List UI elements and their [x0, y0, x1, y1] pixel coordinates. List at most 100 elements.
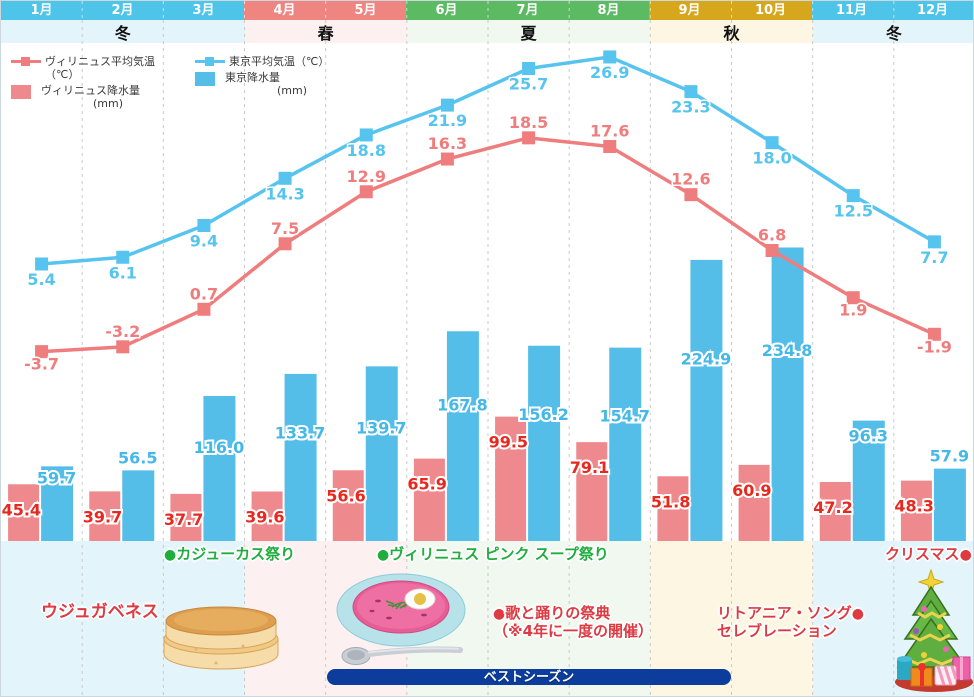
marker-vilnius-7	[522, 131, 536, 145]
green-dot-icon: ●	[377, 547, 390, 563]
legend-label: ヴィリニュス降水量	[41, 84, 140, 97]
green-dot-icon: ●	[164, 547, 177, 563]
month-header-6: 6月	[406, 1, 487, 20]
month-header-3: 3月	[163, 1, 244, 20]
bar-vilnius-precip-4	[251, 491, 283, 541]
bar-tokyo-precip-6	[446, 331, 479, 541]
festival-lithuania-song-label: リトアニア・ソング● セレブレーション	[717, 604, 864, 640]
month-header-1: 1月	[1, 1, 82, 20]
pancakes-illustration-icon	[163, 606, 279, 670]
marker-vilnius-4	[278, 237, 292, 251]
temp-label-vilnius-6: 16.3	[428, 134, 467, 153]
temp-label-vilnius-12: -1.9	[917, 337, 952, 356]
bar-vilnius-precip-3	[170, 493, 202, 541]
temp-label-tokyo-6: 21.9	[428, 111, 467, 130]
temp-label-vilnius-5: 12.9	[347, 167, 386, 186]
bar-label-vilnius-10: 60.9	[732, 481, 771, 500]
month-header-8: 8月	[568, 1, 649, 20]
month-header-4: 4月	[244, 1, 325, 20]
bar-vilnius-precip-10	[738, 464, 770, 541]
bar-label-vilnius-5: 56.6	[326, 486, 365, 505]
bar-label-vilnius-4: 39.6	[245, 508, 284, 527]
temp-label-tokyo-7: 25.7	[509, 75, 548, 94]
temp-label-vilnius-8: 17.6	[590, 122, 629, 141]
bar-label-vilnius-6: 65.9	[407, 475, 446, 494]
bar-label-vilnius-8: 79.1	[570, 458, 609, 477]
temp-label-vilnius-7: 18.5	[509, 113, 548, 132]
bar-label-tokyo-6: 167.8	[437, 396, 488, 415]
legend: ヴィリニュス平均気温（℃） ヴィリニュス降水量 (mm) 東京平均気温（℃） 東京…	[11, 55, 365, 113]
bar-tokyo-precip-1	[41, 466, 74, 541]
red-dot-icon: ●	[959, 547, 972, 563]
temp-label-tokyo-4: 14.3	[265, 184, 304, 203]
temp-label-vilnius-2: -3.2	[105, 322, 140, 341]
marker-vilnius-5	[359, 185, 373, 199]
festival-pink-soup-label: ●ヴィリニュス ピンク スープ祭り	[377, 545, 609, 564]
temp-label-tokyo-12: 7.7	[920, 248, 948, 267]
marker-vilnius-9	[684, 188, 698, 202]
temp-label-tokyo-2: 6.1	[109, 263, 137, 282]
temp-label-vilnius-4: 7.5	[271, 219, 299, 238]
bar-tokyo-precip-12	[933, 468, 966, 541]
bar-swatch-blue-icon	[195, 72, 215, 86]
marker-tokyo-2	[116, 250, 130, 264]
bar-vilnius-precip-2	[89, 491, 121, 541]
bar-label-tokyo-12: 57.9	[930, 447, 969, 466]
best-season-bar: ベストシーズン	[327, 669, 731, 685]
bar-vilnius-precip-7	[495, 416, 527, 541]
bar-label-tokyo-5: 139.7	[356, 418, 407, 437]
christmas-tree-illustration-icon	[895, 569, 973, 692]
temp-label-tokyo-10: 18.0	[752, 149, 791, 168]
bar-tokyo-precip-2	[122, 470, 155, 541]
festival-kaziukas-label: ●カジューカス祭り	[164, 545, 296, 564]
bar-vilnius-precip-1	[8, 484, 40, 541]
bar-label-tokyo-2: 56.5	[118, 448, 157, 467]
bar-tokyo-precip-8	[609, 347, 642, 541]
bar-vilnius-precip-5	[332, 470, 364, 541]
bar-label-tokyo-10: 234.8	[762, 341, 813, 360]
bar-label-tokyo-3: 116.0	[194, 438, 245, 457]
marker-vilnius-6	[440, 152, 454, 166]
temp-label-tokyo-5: 18.8	[347, 141, 386, 160]
festival-uzgavenes-label: ウジュガベネス	[41, 602, 159, 622]
marker-vilnius-2	[116, 340, 130, 354]
bar-vilnius-precip-9	[657, 476, 689, 541]
red-dot-icon: ●	[851, 606, 864, 622]
temp-label-vilnius-1: -3.7	[24, 355, 59, 374]
temp-label-vilnius-9: 12.6	[671, 170, 710, 189]
best-season-label: ベストシーズン	[483, 669, 575, 685]
marker-tokyo-12	[927, 235, 941, 249]
bar-tokyo-precip-4	[284, 373, 317, 541]
season-label-winter-0: 冬	[1, 20, 245, 43]
bar-label-vilnius-3: 37.7	[164, 510, 203, 529]
month-header-10: 10月	[730, 1, 811, 20]
bar-label-tokyo-7: 156.2	[518, 405, 569, 424]
month-header-7: 7月	[487, 1, 568, 20]
bar-label-tokyo-1: 59.7	[37, 468, 76, 487]
month-header-5: 5月	[325, 1, 406, 20]
bar-label-vilnius-7: 99.5	[489, 433, 528, 452]
month-header-row: 1月 2月 3月 4月 5月 6月 7月 8月 9月 10月 11月 12月	[1, 1, 973, 20]
bar-vilnius-precip-6	[413, 458, 445, 541]
temp-label-vilnius-3: 0.7	[190, 284, 218, 303]
marker-tokyo-9	[684, 85, 698, 99]
temp-label-tokyo-3: 9.4	[190, 231, 218, 250]
marker-tokyo-5	[359, 128, 373, 142]
marker-tokyo-1	[35, 257, 49, 271]
bar-vilnius-precip-11	[819, 482, 851, 541]
marker-vilnius-10	[765, 244, 779, 258]
festival-christmas-label: クリスマス●	[885, 545, 972, 564]
legend-unit: (mm)	[93, 97, 124, 110]
temp-label-tokyo-1: 5.4	[27, 270, 55, 289]
bar-tokyo-precip-9	[690, 259, 723, 541]
bar-tokyo-precip-3	[203, 396, 236, 541]
legend-column-vilnius: ヴィリニュス平均気温（℃） ヴィリニュス降水量 (mm)	[11, 55, 181, 113]
legend-column-tokyo: 東京平均気温（℃） 東京降水量 (mm)	[195, 55, 365, 113]
marker-vilnius-12	[927, 327, 941, 341]
bar-label-tokyo-4: 133.7	[275, 423, 326, 442]
line-marker-sample-blue-icon	[195, 56, 225, 66]
marker-vilnius-3	[197, 302, 211, 316]
marker-vilnius-1	[35, 345, 49, 359]
temp-label-vilnius-11: 1.9	[839, 301, 867, 320]
marker-tokyo-3	[197, 218, 211, 232]
